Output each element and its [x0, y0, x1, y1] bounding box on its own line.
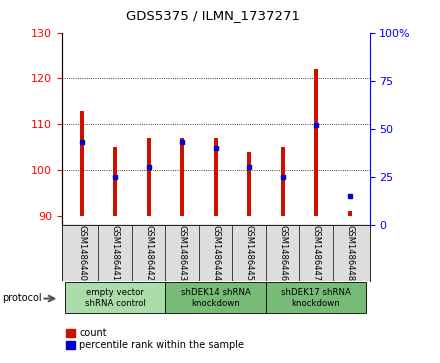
Bar [348, 211, 352, 216]
Bar [113, 147, 117, 216]
Bar [266, 282, 366, 313]
Legend: count, percentile rank within the sample: count, percentile rank within the sample [66, 328, 244, 350]
Text: empty vector
shRNA control: empty vector shRNA control [85, 287, 146, 308]
Text: shDEK17 shRNA
knockdown: shDEK17 shRNA knockdown [281, 287, 351, 308]
Text: GSM1486447: GSM1486447 [312, 225, 320, 281]
Text: GSM1486440: GSM1486440 [77, 225, 86, 281]
Text: GSM1486445: GSM1486445 [245, 225, 253, 281]
Text: shDEK14 shRNA
knockdown: shDEK14 shRNA knockdown [181, 287, 250, 308]
Text: GSM1486443: GSM1486443 [178, 225, 187, 281]
Text: protocol: protocol [2, 293, 42, 303]
Text: GSM1486442: GSM1486442 [144, 225, 153, 281]
Bar [281, 147, 285, 216]
Bar [165, 282, 266, 313]
Bar [80, 111, 84, 216]
Text: GSM1486448: GSM1486448 [345, 225, 354, 281]
Text: GSM1486441: GSM1486441 [111, 225, 120, 281]
Text: GSM1486446: GSM1486446 [278, 225, 287, 281]
Bar [180, 138, 184, 216]
Bar [247, 152, 251, 216]
Text: GDS5375 / ILMN_1737271: GDS5375 / ILMN_1737271 [126, 9, 301, 22]
Bar [314, 69, 318, 216]
Bar [147, 138, 150, 216]
Bar [213, 138, 218, 216]
Text: GSM1486444: GSM1486444 [211, 225, 220, 281]
Bar [65, 282, 165, 313]
